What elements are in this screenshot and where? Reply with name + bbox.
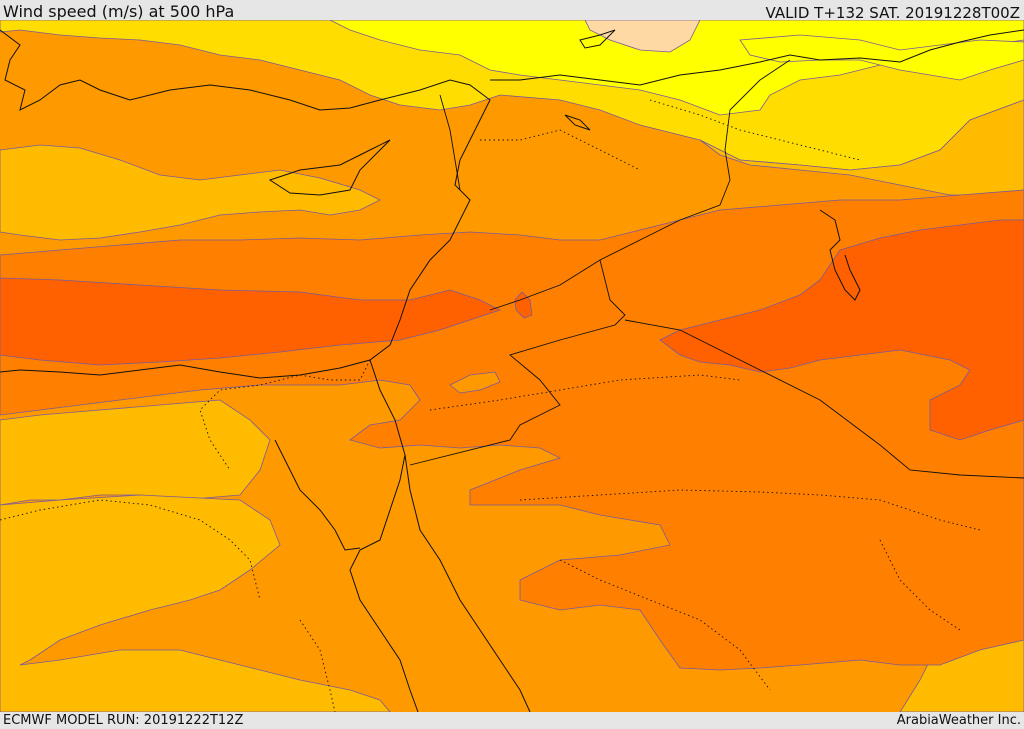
internal-borders (0, 99, 981, 712)
header-bar: Wind speed (m/s) at 500 hPa VALID T+132 … (0, 0, 1024, 22)
borders (409, 59, 1024, 479)
coastlines (0, 29, 1024, 712)
wind-band-isolated-blob (514, 291, 533, 319)
wind-band-darkest-east (659, 219, 1024, 441)
valid-time-label: VALID T+132 SAT. 20191228T00Z (765, 4, 1020, 22)
credit-label: ArabiaWeather Inc. (896, 713, 1021, 728)
map-canvas[interactable] (0, 20, 1024, 712)
wind-speed-map (0, 20, 1024, 712)
wind-band-light-orange-southwest (0, 494, 391, 712)
wind-band-darkest-strip (0, 277, 502, 366)
map-title: Wind speed (m/s) at 500 hPa (3, 2, 235, 21)
wind-band-peak (584, 20, 701, 53)
model-run-label: ECMWF MODEL RUN: 20191222T12Z (3, 713, 244, 728)
wind-band-yellow-ne (739, 34, 1024, 81)
wind-band-light-orange-west (0, 144, 381, 241)
footer-bar: ECMWF MODEL RUN: 20191222T12Z ArabiaWeat… (0, 712, 1024, 729)
wind-band-light-orange-south (0, 399, 271, 506)
wind-band-small-island (449, 371, 501, 394)
wind-band-light-orange-east (699, 99, 1024, 196)
